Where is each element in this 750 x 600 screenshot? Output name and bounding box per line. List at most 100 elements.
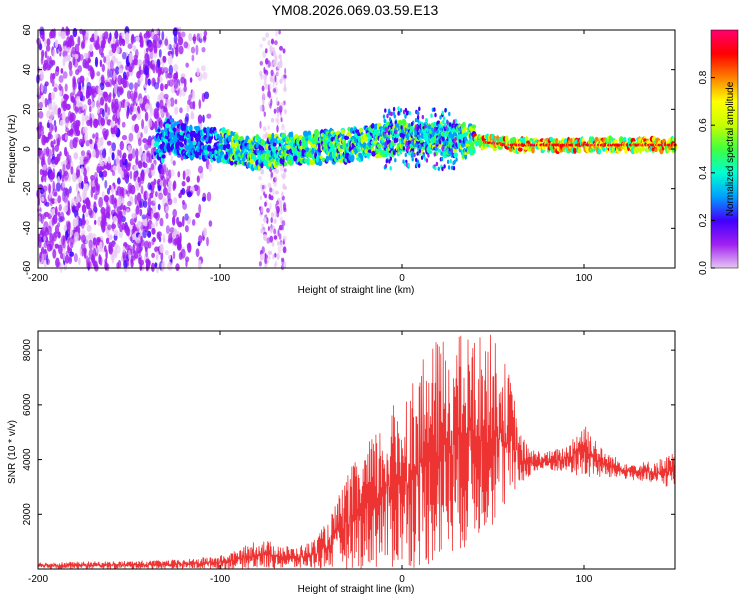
heatmap-cell [83,167,87,177]
heatmap-cell [122,71,127,80]
heatmap-cell [183,85,187,93]
heatmap-cell [39,121,43,130]
heatmap-cell [270,98,273,106]
heatmap-cell [191,54,195,62]
heatmap-cell [165,212,169,219]
heatmap-cell [53,119,57,127]
heatmap-cell [88,232,93,240]
heatmap-cell [173,34,178,44]
heatmap-cell [153,120,158,130]
heatmap-cell [128,82,134,90]
heatmap-cell [184,225,189,233]
heatmap-cell [38,111,44,119]
heatmap-cell [116,206,121,214]
heatmap-cell [198,99,202,110]
heatmap-cell [159,119,163,129]
heatmap-cell [116,109,120,119]
heatmap-cell [259,70,263,77]
heatmap-cell [39,43,43,51]
heatmap-cell [41,50,45,61]
snr-ytick-label: 4000 [22,448,33,471]
heatmap-cell [128,132,134,142]
heatmap-cell [38,101,43,109]
heatmap-cell [117,74,123,86]
heatmap-cell [442,119,445,125]
heatmap-cell [129,236,133,242]
heatmap-cell [263,234,267,241]
heatmap-cell [83,248,87,259]
heatmap-cell [134,123,140,134]
heatmap-cell [175,46,179,57]
heatmap-cell [438,133,441,138]
heatmap-cell [87,98,92,106]
heatmap-cell [39,129,45,137]
heatmap-cell [273,228,277,235]
heatmap-cell [38,238,42,249]
heatmap-cell [279,60,283,69]
heatmap-cell [443,116,446,121]
heatmap-cell [261,85,265,92]
heatmap-cell [279,78,283,84]
snr-line [37,334,675,570]
heatmap-cell [68,60,73,71]
heatmap-cell [189,77,193,83]
heatmap-cell [135,97,139,104]
heatmap-cell [159,243,164,254]
heatmap-cell [135,205,140,216]
heatmap-cell [41,134,47,146]
heatmap-cell [126,190,130,197]
heatmap-cell [66,54,71,62]
heatmap-cell [111,43,117,54]
heatmap-cell [405,111,409,116]
heatmap-cell [259,120,262,129]
heatmap-cell [64,94,69,100]
heatmap-cell [280,208,283,215]
heatmap-cell [437,124,440,129]
heatmap-cell [283,185,287,190]
heatmap-cell [448,137,452,143]
heatmap-cell [192,36,197,42]
heatmap-cell [421,122,424,127]
heatmap-cell [407,162,410,168]
heatmap-cell [450,165,454,170]
heatmap-cell [48,103,53,111]
heatmap-cell [65,220,71,228]
heatmap-cell [192,141,197,146]
heatmap-cell [186,104,190,113]
heatmap-cell [165,107,168,118]
colorbar-tick-label: 0.6 [698,118,709,132]
heatmap-cell [129,170,133,180]
heatmap-cell [173,78,179,89]
heatmap-cell [602,148,606,152]
heatmap-cell [270,171,274,178]
heatmap-cell [95,132,99,139]
heatmap-cell [208,220,213,227]
heatmap-cell [146,139,151,146]
spectrogram-ylabel: Frequency (Hz) [7,115,18,184]
heatmap-cell [268,90,271,99]
heatmap-cell [54,133,59,139]
heatmap-cell [418,145,422,150]
heatmap-cell [57,231,61,239]
heatmap-cell [42,164,47,171]
heatmap-cell [402,146,406,151]
heatmap-cell [274,190,279,195]
heatmap-cell [229,161,234,166]
heatmap-cell [133,164,139,171]
heatmap-cell [105,81,111,88]
heatmap-cell [107,224,112,231]
heatmap-cell [118,217,123,226]
heatmap-cell [453,159,456,165]
heatmap-cell [97,85,101,97]
heatmap-cell [416,115,420,120]
heatmap-cell [147,30,152,38]
colorbar-ticks: 0.0 0.2 0.4 0.6 0.8 [698,70,715,275]
heatmap-cell [100,96,105,106]
heatmap-cell [178,221,183,227]
heatmap-cell [283,83,287,91]
heatmap-cell [41,248,45,255]
heatmap-cell [125,208,130,214]
heatmap-cell [77,106,83,114]
heatmap-cell [72,80,77,90]
heatmap-cell [62,100,68,112]
